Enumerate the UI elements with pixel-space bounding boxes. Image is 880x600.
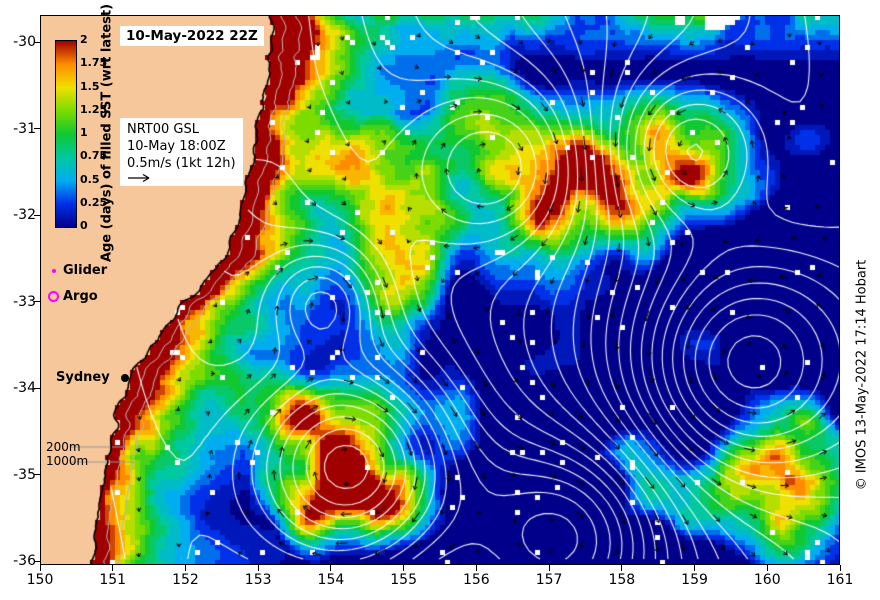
y-tick-label: -31 (13, 120, 36, 137)
x-tick-mark (403, 565, 405, 571)
colorbar-tick-label: 0.5 (80, 172, 100, 186)
colorbar-gradient (55, 40, 77, 228)
x-tick-label: 153 (244, 572, 272, 588)
y-tick-mark (34, 214, 40, 216)
model-legend: NRT00 GSL 10-May 18:00Z 0.5m/s (1kt 12h) (120, 118, 243, 186)
x-tick-label: 151 (99, 572, 127, 588)
x-tick-label: 157 (535, 572, 563, 588)
colorbar-title: Age (days) of filled SST (wrt latest) (99, 3, 115, 263)
y-tick-label: -32 (13, 207, 36, 223)
x-tick-label: 158 (608, 572, 636, 588)
glider-label: Glider (63, 263, 108, 278)
y-tick-mark (34, 128, 40, 129)
y-tick-mark (34, 41, 40, 43)
argo-label: Argo (63, 289, 98, 304)
x-tick-mark (112, 565, 114, 571)
sydney-marker-icon (121, 374, 129, 382)
x-tick-label: 155 (390, 572, 417, 588)
x-tick-mark (621, 565, 623, 571)
x-tick-mark (694, 565, 696, 571)
y-tick-mark (34, 387, 40, 389)
colorbar-tick-label: 2 (80, 33, 88, 46)
y-tick-mark (34, 301, 40, 302)
isobath-200m-label: 200m (46, 440, 81, 454)
x-tick-mark (330, 565, 332, 571)
colorbar-tick-label: 1 (80, 126, 88, 139)
x-tick-mark (39, 565, 41, 571)
map-canvas (40, 15, 840, 565)
x-tick-mark (475, 565, 477, 571)
x-tick-label: 150 (26, 572, 54, 588)
credit-label: © IMOS 13-May-2022 17:14 Hobart (854, 259, 870, 491)
x-tick-label: 161 (826, 572, 854, 588)
argo-marker-icon (48, 291, 59, 302)
colorbar-tick-label: 0.75 (80, 149, 108, 163)
date-label: 10-May-2022 22Z (120, 26, 264, 46)
x-tick-mark (766, 565, 768, 571)
legend-valid-time: 10-May 18:00Z (127, 139, 226, 154)
scale-arrow-icon (128, 173, 150, 183)
y-tick-label: -35 (13, 466, 36, 483)
x-tick-label: 156 (462, 572, 490, 588)
colorbar-tick-label: 1.75 (80, 56, 108, 70)
colorbar-tick-label: 1.5 (80, 79, 100, 93)
colorbar-tick-label: 0.25 (80, 195, 108, 209)
glider-marker-icon (52, 269, 56, 273)
x-tick-mark (184, 565, 186, 571)
x-tick-mark (839, 565, 841, 571)
x-tick-label: 154 (317, 572, 345, 588)
y-tick-label: -34 (13, 380, 36, 396)
legend-model-name: NRT00 GSL (127, 122, 199, 137)
colorbar-tick-label: 0 (80, 219, 88, 232)
colorbar-tick-label: 1.25 (80, 102, 108, 116)
isobath-1000m-label: 1000m (46, 454, 89, 468)
x-tick-label: 152 (172, 572, 199, 588)
x-tick-label: 159 (681, 572, 708, 588)
y-tick-mark (34, 560, 40, 562)
x-tick-mark (548, 565, 550, 571)
y-tick-label: -30 (13, 34, 36, 50)
sydney-label: Sydney (56, 370, 110, 385)
y-tick-label: -36 (13, 553, 36, 569)
legend-scale-label: 0.5m/s (1kt 12h) (127, 156, 236, 171)
y-tick-label: -33 (13, 293, 36, 310)
x-tick-label: 160 (753, 572, 781, 588)
y-tick-mark (34, 474, 40, 475)
x-tick-mark (257, 565, 259, 571)
